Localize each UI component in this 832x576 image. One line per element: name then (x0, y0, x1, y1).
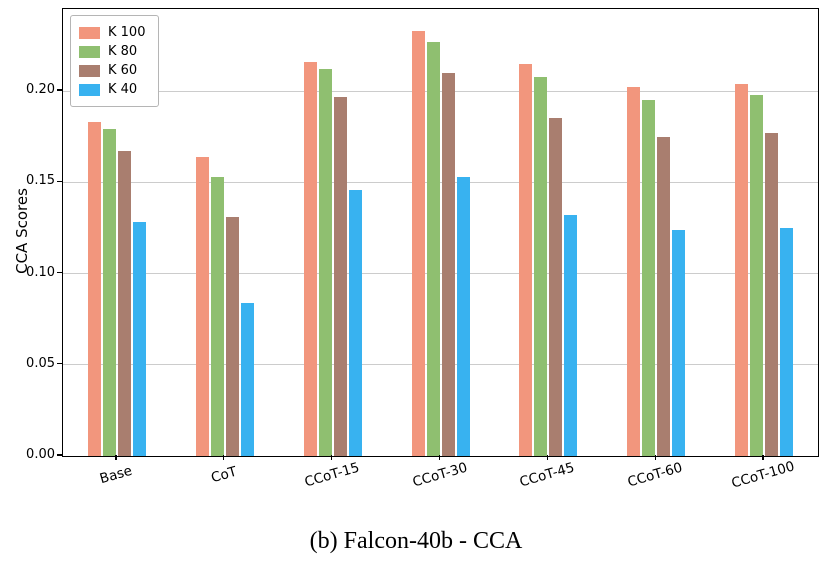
bar-k100-ccot-45 (519, 63, 533, 456)
x-tick-label: CCoT-30 (410, 459, 469, 491)
bar-k100-cot (195, 156, 209, 456)
bar-k80-cot (210, 176, 224, 456)
y-tick-label: 0.20 (26, 82, 55, 98)
bar-k80-ccot-15 (318, 69, 332, 456)
bar-k60-ccot-30 (441, 72, 455, 456)
x-tick-label: CCoT-15 (302, 459, 361, 491)
bar-k60-ccot-15 (333, 96, 347, 456)
bar-k100-ccot-100 (735, 83, 749, 456)
legend-swatch (79, 45, 100, 58)
bar-k80-ccot-100 (750, 94, 764, 456)
legend-row: K 100 (79, 25, 145, 40)
x-tick-label: CCoT-60 (625, 459, 685, 491)
bar-k80-base (102, 129, 116, 456)
legend-row: K 40 (79, 82, 145, 97)
bar-k60-ccot-60 (657, 136, 671, 456)
x-tick-label: Base (97, 462, 134, 488)
legend-label: K 40 (108, 82, 138, 97)
bar-k40-ccot-30 (456, 176, 470, 456)
bar-k40-base (132, 222, 146, 456)
legend-label: K 80 (108, 44, 138, 59)
bar-k80-ccot-60 (642, 100, 656, 456)
legend-swatch (79, 64, 100, 77)
bar-k100-ccot-60 (627, 87, 641, 456)
gridline (63, 273, 818, 275)
legend-label: K 60 (108, 63, 138, 78)
legend-swatch (79, 26, 100, 39)
gridline (63, 181, 818, 183)
legend-row: K 80 (79, 44, 145, 59)
gridline (63, 90, 818, 92)
gridline (63, 364, 818, 366)
bar-k80-ccot-30 (426, 41, 440, 456)
bar-k60-ccot-100 (765, 133, 779, 456)
bar-k60-ccot-45 (549, 118, 563, 456)
legend-label: K 100 (108, 25, 146, 40)
figure-caption: (b) Falcon-40b - CCA (309, 528, 523, 554)
bar-k100-base (87, 122, 101, 456)
legend-swatch (79, 83, 100, 96)
x-tick-label: CoT (209, 463, 239, 487)
bar-k60-base (117, 151, 131, 456)
y-axis-label: CCA Scores (13, 188, 31, 274)
bar-k80-ccot-45 (534, 76, 548, 456)
bar-k40-ccot-60 (672, 229, 686, 456)
bar-k40-ccot-15 (348, 189, 362, 456)
x-tick-label: CCoT-45 (518, 459, 577, 491)
bar-k100-ccot-15 (303, 61, 317, 456)
bar-k60-cot (225, 217, 239, 456)
bar-k40-cot (240, 302, 254, 456)
x-tick-label: CCoT-100 (729, 458, 797, 492)
legend: K 100 K 80 K 60 K 40 (70, 15, 160, 107)
bar-k40-ccot-45 (564, 215, 578, 456)
plot-area: K 100 K 80 K 60 K 40 (62, 8, 819, 457)
bar-k40-ccot-100 (780, 227, 794, 456)
legend-row: K 60 (79, 63, 145, 78)
y-tick-label: 0.05 (26, 355, 55, 371)
bar-k100-ccot-30 (411, 30, 425, 456)
y-tick-label: 0.00 (26, 447, 55, 462)
